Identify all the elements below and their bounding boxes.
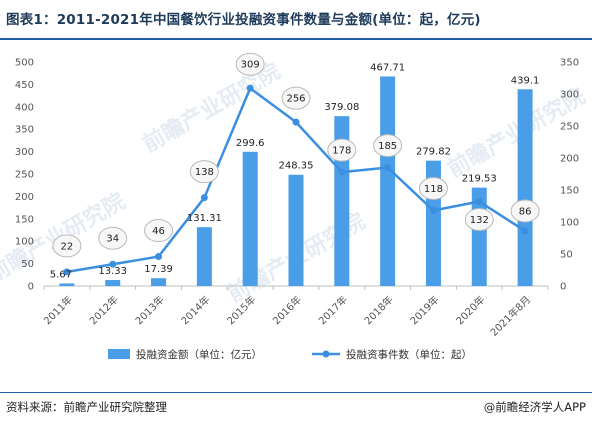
chart-title: 图表1：2011-2021年中国餐饮行业投融资事件数量与金额(单位：起，亿元) [6, 12, 481, 28]
line-value-label: 178 [332, 146, 351, 157]
bar-value-label: 279.82 [416, 147, 451, 158]
bar [380, 76, 396, 287]
y-right-tick-label: 100 [560, 218, 579, 229]
y-right-tick-label: 250 [560, 122, 579, 133]
legend: 投融资金额（单位：亿元） 投融资事件数（单位：起） [108, 348, 472, 361]
bar [288, 174, 304, 286]
line-marker [292, 118, 300, 126]
line-marker [429, 206, 437, 214]
line-value-label: 132 [470, 215, 489, 226]
bar-value-label: 439.1 [511, 75, 540, 86]
line-layer [63, 84, 529, 276]
x-tick-label: 2018年 [361, 293, 395, 327]
legend-label-bar: 投融资金额（单位：亿元） [136, 348, 262, 361]
line-value-bubble [510, 199, 540, 223]
x-tick-label: 2019年 [407, 293, 441, 327]
bar [517, 89, 533, 286]
y-left-tick-label: 450 [15, 80, 34, 91]
footer-divider [0, 392, 592, 393]
line-marker [155, 253, 163, 261]
bar-value-label: 5.67 [50, 269, 72, 280]
x-tick-label: 2017年 [316, 293, 350, 327]
line-value-label: 34 [106, 234, 119, 245]
y-left-tick-label: 200 [15, 192, 34, 203]
x-tick-label: 2013年 [132, 293, 166, 327]
y-left-tick-label: 250 [15, 170, 34, 181]
bar-value-label: 379.08 [324, 102, 359, 113]
bar [151, 278, 167, 286]
y-right-tick-label: 0 [560, 282, 566, 293]
y-left-tick-label: 400 [15, 102, 34, 113]
line-value-bubble [52, 234, 82, 258]
line-marker [200, 194, 208, 202]
bar-value-label: 467.71 [370, 62, 405, 73]
labels-layer: 5.67 13.33 17.39 131.31 299.6 248.35 379.08 467… [50, 52, 540, 280]
bar-value-label: 248.35 [279, 161, 314, 172]
line-marker [384, 164, 392, 172]
legend-swatch-marker [322, 350, 330, 358]
bar [105, 280, 121, 286]
y-right-tick-label: 150 [560, 186, 579, 197]
line-value-label: 138 [195, 167, 214, 178]
x-tick-label: 2016年 [270, 293, 304, 327]
x-tick-label: 2020年 [453, 293, 487, 327]
y-right-tick-label: 350 [560, 58, 579, 69]
line-value-bubble [464, 208, 494, 232]
line-marker [521, 227, 529, 235]
line-value-bubble [98, 226, 128, 250]
x-tick-label: 2012年 [87, 293, 121, 327]
line-value-bubble [327, 138, 357, 162]
title-divider [0, 38, 592, 40]
line-marker [63, 268, 71, 276]
line-value-bubble [189, 160, 219, 184]
bar-value-label: 131.31 [187, 213, 222, 224]
bar-value-label: 219.53 [462, 174, 497, 185]
y-left-tick-label: 0 [28, 282, 34, 293]
y-left-tick-label: 150 [15, 214, 34, 225]
line-value-label: 46 [152, 226, 165, 237]
source-note: 资料来源：前瞻产业研究院整理 [6, 400, 167, 414]
line-marker [109, 260, 117, 268]
line-marker [246, 84, 254, 92]
y-left-tick-label: 350 [15, 125, 34, 136]
line-marker [475, 198, 483, 206]
bar [196, 227, 212, 286]
line-value-label: 309 [241, 60, 260, 71]
line-value-bubble [418, 176, 448, 200]
y-left-tick-label: 100 [15, 237, 34, 248]
x-tick-label: 2014年 [178, 293, 212, 327]
line-value-bubble [235, 52, 265, 76]
legend-swatch-bar [108, 349, 130, 359]
y-right-tick-label: 300 [560, 90, 579, 101]
line-value-label: 22 [61, 241, 74, 252]
y-left-tick-label: 500 [15, 58, 34, 69]
line-value-bubble [373, 134, 403, 158]
bar-value-label: 299.6 [236, 138, 265, 149]
bar-value-label: 13.33 [98, 266, 127, 277]
chart-plot: 前瞻产业研究院前瞻产业研究院前瞻产业研究院前瞻产业研究院 05010015020… [0, 52, 590, 361]
bar [59, 283, 75, 286]
brand-credit: @前瞻经济学人APP [483, 400, 586, 414]
bar [242, 151, 258, 286]
line-value-label: 86 [519, 206, 532, 217]
line-value-bubble [144, 219, 174, 243]
line-value-label: 118 [424, 184, 443, 195]
x-tick-label: 2021年8月 [487, 293, 533, 339]
bar-value-label: 17.39 [144, 264, 173, 275]
line-value-label: 256 [286, 94, 305, 105]
y-right-tick-label: 50 [560, 250, 573, 261]
line-value-label: 185 [378, 141, 397, 152]
y-left-tick-label: 50 [21, 259, 34, 270]
y-right-tick-label: 200 [560, 154, 579, 165]
x-tick-label: 2011年 [41, 293, 75, 327]
line-marker [338, 168, 346, 176]
y-left-tick-label: 300 [15, 147, 34, 158]
line-value-bubble [281, 86, 311, 110]
legend-label-line: 投融资事件数（单位：起） [346, 348, 472, 361]
